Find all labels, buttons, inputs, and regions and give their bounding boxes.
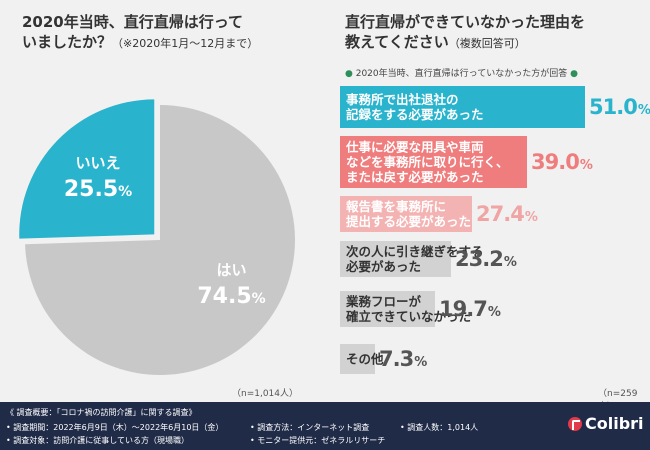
bar-chart: 事務所で出社退社の 記録をする必要があった 51.0% 仕事に必要な用具や車両 など… (340, 86, 650, 386)
bar (340, 291, 435, 327)
bar-chart-title: 直行直帰ができていなかった理由を 教えてください（複数回答可） (345, 12, 645, 54)
bar-title-line1: 直行直帰ができていなかった理由を (345, 13, 586, 31)
bar-value-label: 39.0% (531, 150, 593, 174)
bar-row: 報告書を事務所に 提出する必要があった 27.4% (340, 196, 645, 232)
bar-category-label: 事務所で出社退社の 記録をする必要があった (346, 92, 484, 122)
bar (340, 241, 451, 277)
bar-title-line2: 教えてください (345, 33, 449, 51)
logo-text: Colibri (585, 414, 644, 433)
bar-value-label: 27.4% (476, 202, 538, 226)
pie-subtitle: （※2020年1月〜12月まで） (112, 37, 259, 50)
logo-icon (568, 417, 582, 431)
survey-count: • 調査人数：1,014人 (400, 423, 479, 432)
survey-method: • 調査方法：インターネット調査 (250, 423, 370, 432)
survey-footer: 《 調査概要：「コロナ禍の訪問介護」に関する調査》 • 調査期間：2022年6月… (0, 402, 650, 450)
bar-note-text: 2020年当時、直行直帰は行っていなかった方が回答 (355, 69, 568, 79)
bar-row: 業務フローが 確立できていなかった 19.7% (340, 291, 645, 327)
pie-slice-yes (25, 105, 296, 375)
pie-sample-size: （n=1,014人） (232, 389, 299, 399)
bar-value-label: 23.2% (455, 247, 517, 271)
bar-subtitle: （複数回答可） (448, 37, 526, 50)
bar-note: ● 2020年当時、直行直帰は行っていなかった方が回答 ● (345, 66, 635, 79)
survey-summary: 《 調査概要：「コロナ禍の訪問介護」に関する調査》 (6, 408, 197, 417)
bar-row: 次の人に引き継ぎをする 必要があった 23.2% (340, 241, 645, 277)
bar-category-label: 報告書を事務所に 提出する必要があった (346, 199, 472, 229)
pie-title-line2: いましたか？ (22, 33, 113, 51)
survey-target: • 調査対象：訪問介護に従事している方（現場職） (6, 436, 190, 445)
bar-category-label: 仕事に必要な用具や車両 などを事務所に取りに行く、 または戻す必要があった (346, 139, 509, 185)
bar-value-label: 19.7% (439, 297, 501, 321)
bar-row: その他 7.3% (340, 344, 645, 374)
pie-chart: はい 74.5% いいえ 25.5% (19, 99, 296, 375)
bar-row: 事務所で出社退社の 記録をする必要があった 51.0% (340, 86, 650, 128)
bar-category-label: その他 (346, 351, 384, 367)
bar (340, 196, 472, 232)
pie-slice-no (19, 99, 155, 239)
colibri-logo: Colibri (568, 414, 644, 433)
survey-provider: • モニター提供元：ゼネラルリサーチ (250, 436, 386, 445)
bar-value-label: 7.3% (379, 347, 427, 371)
survey-period: • 調査期間：2022年6月9日（木）〜2022年6月10日（金） (6, 423, 224, 432)
bar-category-label: 業務フローが 確立できていなかった (346, 294, 472, 324)
bar (340, 136, 527, 188)
pie-label-no: いいえ (76, 154, 121, 172)
bar-row: 仕事に必要な用具や車両 などを事務所に取りに行く、 または戻す必要があった 39.… (340, 136, 645, 188)
pie-chart-title: 2020年当時、直行直帰は行って いましたか？（※2020年1月〜12月まで） (22, 12, 322, 54)
bar-category-label: 次の人に引き継ぎをする 必要があった (346, 244, 484, 274)
pie-label-yes: はい (217, 261, 247, 279)
pie-title-line1: 2020年当時、直行直帰は行って (22, 13, 243, 31)
bullet-icon: ● (345, 69, 353, 79)
bar (340, 344, 375, 374)
bullet-icon: ● (570, 69, 578, 79)
bar (340, 86, 585, 128)
bar-value-label: 51.0% (589, 95, 650, 119)
